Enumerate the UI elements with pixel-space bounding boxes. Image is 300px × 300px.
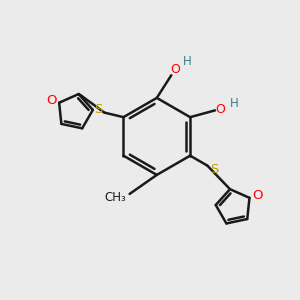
- Text: H: H: [183, 55, 192, 68]
- Text: H: H: [230, 97, 239, 110]
- Text: S: S: [210, 163, 219, 176]
- Text: O: O: [252, 189, 263, 202]
- Text: O: O: [170, 63, 180, 76]
- Text: O: O: [46, 94, 57, 107]
- Text: O: O: [216, 103, 225, 116]
- Text: S: S: [94, 103, 102, 116]
- Text: CH₃: CH₃: [104, 191, 126, 204]
